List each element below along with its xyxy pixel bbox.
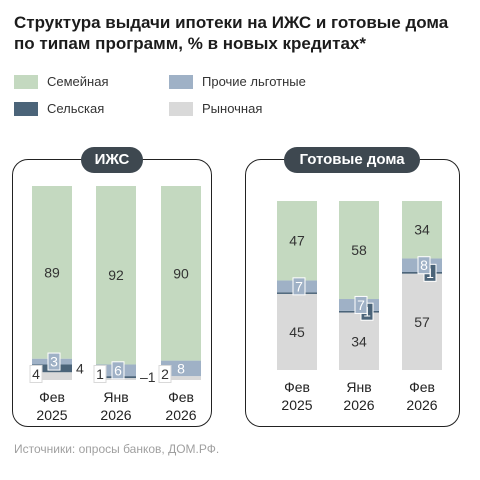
legend-item-rynochnaya: Рыночная [169,101,262,116]
category-label-1-1-year: 2026 [343,397,374,413]
label-box-0-0-0 [29,365,43,383]
category-label-0-1-year: 2026 [100,407,131,423]
bar-1-1-0 [339,312,379,370]
data-label-0-0-2: 3 [50,354,58,370]
data-label-1-2-3: 34 [414,222,430,238]
data-label-0-1-1: –1 [140,369,156,385]
data-label-0-1-2: 6 [114,362,122,378]
data-label-1-0-2: 7 [295,278,303,294]
data-label-0-0-1: 4 [76,360,84,376]
data-label-1-2-2: 8 [420,257,428,273]
data-label-0-1-3: 92 [108,267,124,283]
data-label-0-2-0: 2 [161,366,169,382]
bar-0-2-0 [161,376,201,380]
category-label-1-2-year: 2026 [406,397,437,413]
data-label-0-2-3: 90 [173,265,189,281]
panel-title-gotovye-doma: Готовые дома [284,147,420,173]
data-label-1-0-0: 45 [289,324,305,340]
legend-item-prochie: Прочие льготные [169,74,306,89]
legend-item-selskaya: Сельская [14,101,104,116]
bar-1-2-3 [402,201,442,259]
bar-1-0-3 [277,201,317,281]
label-box-1-2-2 [417,256,431,275]
data-label-0-2-2: 8 [177,360,185,376]
data-label-0-0-0: 4 [32,366,40,382]
legend-label: Сельская [47,101,105,116]
data-label-0-1-0: 1 [96,366,104,382]
legend-label: Прочие льготные [202,74,306,89]
data-label-1-2-0: 57 [414,314,430,330]
bar-1-0-0 [277,293,317,370]
data-label-1-1-3: 58 [351,242,367,258]
data-label-1-0-3: 47 [289,233,305,249]
category-label-0-1-month: Янв [103,389,128,405]
legend-swatch [14,74,38,89]
legend-swatch [169,74,193,89]
label-box-1-0-2 [292,277,306,296]
category-label-0-0-month: Фев [39,389,65,405]
data-label-0-0-3: 89 [44,264,60,280]
legend-label: Рыночная [202,101,263,116]
label-box-0-1-2 [111,361,125,380]
bar-1-2-0 [402,273,442,370]
category-label-1-1-month: Янв [346,379,371,395]
bar-0-0-3 [32,186,72,359]
legend-item-semeynaya: Семейная [14,74,109,89]
label-box-1-1-2 [354,295,368,314]
source-note: Источники: опросы банков, ДОМ.РФ. [14,442,220,456]
category-label-1-0-month: Фев [284,379,310,395]
legend-label: Семейная [47,74,109,89]
category-label-0-2-year: 2026 [165,407,196,423]
legend-swatch [169,101,193,116]
legend: Семейная Прочие льготные Сельская Рыночн… [14,70,454,120]
chart-title: Структура выдачи ипотеки на ИЖС и готовы… [14,13,449,53]
bar-0-1-3 [96,186,136,365]
category-label-1-2-month: Фев [409,379,435,395]
label-box-0-2-0 [158,365,172,383]
bar-0-0-0 [32,372,72,380]
category-label-0-2-month: Фев [168,389,194,405]
label-box-0-1-0 [93,365,107,383]
bar-1-1-3 [339,201,379,300]
label-box-0-0-2 [47,352,61,371]
panel-title-izhs: ИЖС [81,147,143,173]
data-label-1-1-2: 7 [357,297,365,313]
data-label-1-1-0: 34 [351,333,367,349]
category-label-0-0-year: 2025 [36,407,67,423]
category-label-1-0-year: 2025 [281,397,312,413]
legend-swatch [14,101,38,116]
bar-0-2-3 [161,186,201,361]
